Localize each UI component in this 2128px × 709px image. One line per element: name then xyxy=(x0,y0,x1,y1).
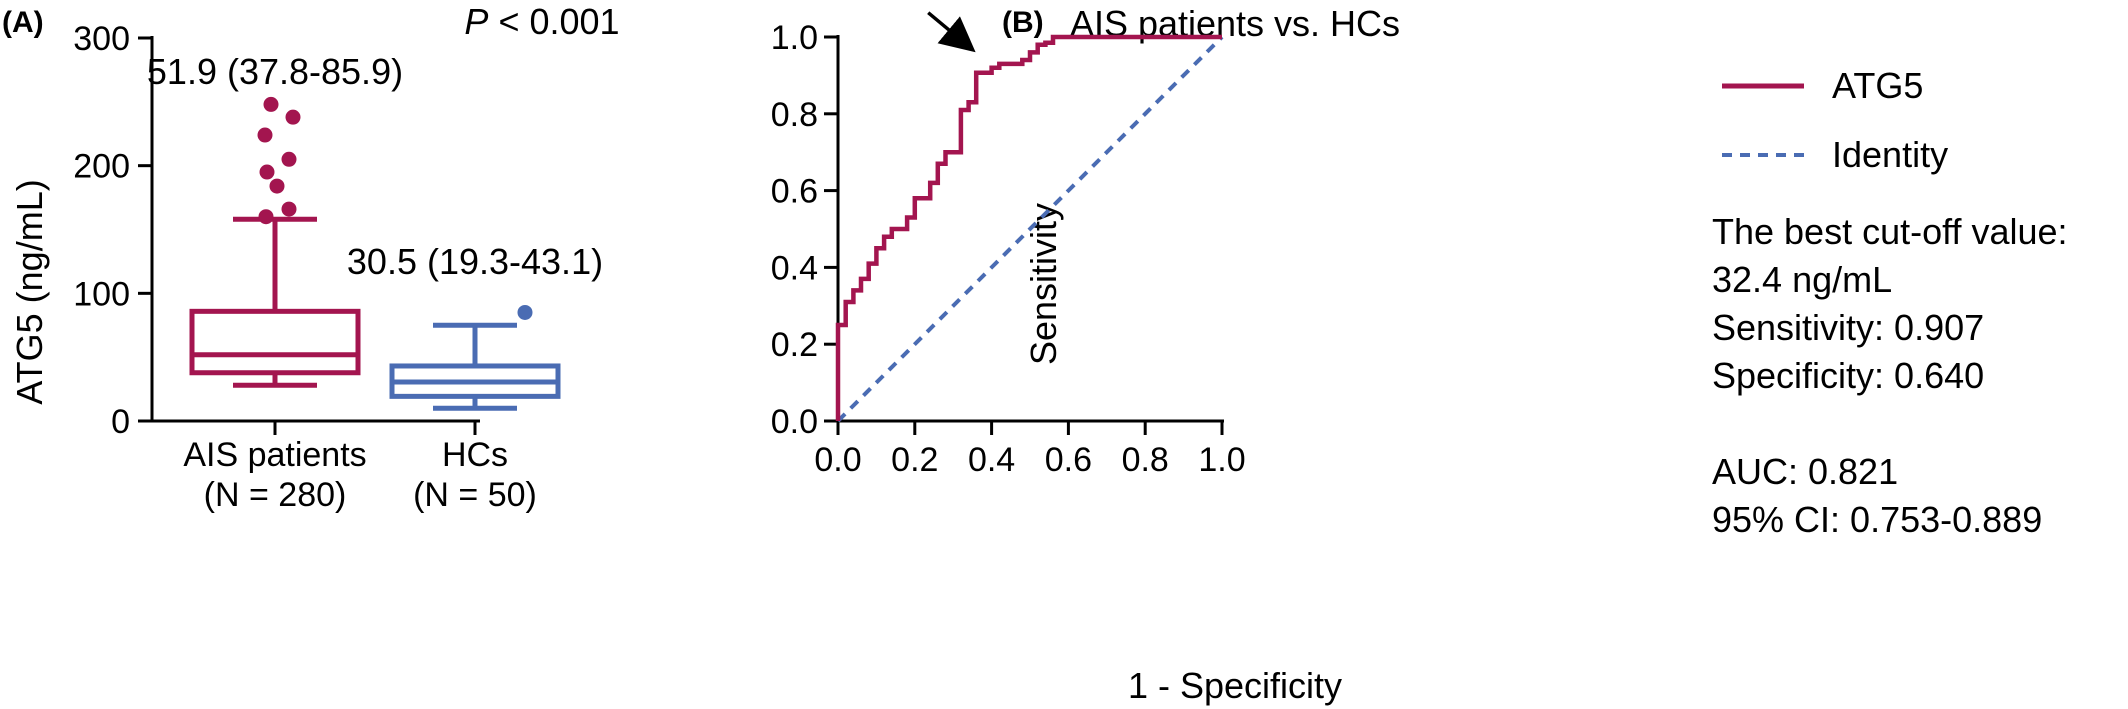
info-ci: 95% CI: 0.753-0.889 xyxy=(1712,499,2042,540)
outlier-point xyxy=(258,209,274,225)
panel-b-y-tick-label: 0.0 xyxy=(771,403,818,441)
info-cutoff-label: The best cut-off value: xyxy=(1712,211,2068,252)
legend-label-atg5: ATG5 xyxy=(1832,65,1923,106)
group-label: HCs xyxy=(442,436,508,474)
outlier-point xyxy=(257,127,273,143)
panel-b-y-tick-label: 0.2 xyxy=(771,326,818,364)
info-specificity: Specificity: 0.640 xyxy=(1712,355,1984,396)
panel-b-letter: (B) xyxy=(1002,6,1044,39)
panel-b-legend: ATG5 Identity xyxy=(1722,65,1948,175)
panel-b-info: The best cut-off value: 32.4 ng/mL Sensi… xyxy=(1712,211,2068,540)
panel-a-y-tick-label: 200 xyxy=(73,148,130,186)
panel-b-y-tick-label: 0.6 xyxy=(771,173,818,211)
outlier-point xyxy=(281,201,297,217)
cutoff-arrow xyxy=(927,11,976,53)
panel-a-boxes: 51.9 (37.8-85.9)AIS patients(N = 280)30.… xyxy=(147,51,603,514)
info-cutoff-value: 32.4 ng/mL xyxy=(1712,259,1892,300)
panel-b-x-axis-title: 1 - Specificity xyxy=(1128,665,1342,706)
box-annotation: 30.5 (19.3-43.1) xyxy=(347,241,603,282)
group-label: AIS patients xyxy=(183,436,366,474)
group-sample-size: (N = 50) xyxy=(413,476,537,514)
outlier-point xyxy=(285,109,301,125)
outlier-point xyxy=(263,96,279,112)
panel-b-x-tick-label: 0.4 xyxy=(968,441,1015,479)
info-sensitivity: Sensitivity: 0.907 xyxy=(1712,307,1984,348)
series-atg5-roc-line xyxy=(835,34,1222,421)
panel-b-x-tick-label: 1.0 xyxy=(1198,441,1245,479)
outlier-point xyxy=(269,178,285,194)
panel-b-x-tick-label: 0.0 xyxy=(814,441,861,479)
panel-b-roc-curve: (B) AIS patients vs. HCs Sensitivity 1 -… xyxy=(771,3,2068,706)
panel-a-y-tick-label: 100 xyxy=(73,275,130,313)
panel-a-box-plot: (A) P < 0.001 ATG5 (ng/mL) 0 100 200 300 51… xyxy=(2,1,620,514)
box-group-0: 51.9 (37.8-85.9) AIS patients(N = 280) xyxy=(147,51,403,514)
box-annotation: 51.9 (37.8-85.9) xyxy=(147,51,403,92)
legend-label-identity: Identity xyxy=(1832,134,1948,175)
panel-a-p-value: P < 0.001 xyxy=(464,1,619,42)
box-iqr xyxy=(189,308,361,376)
panel-a-y-tick-label: 300 xyxy=(73,20,130,58)
panel-b-series xyxy=(835,11,1224,423)
outlier-point xyxy=(259,164,275,180)
info-auc: AUC: 0.821 xyxy=(1712,451,1898,492)
panel-b-x-tick-label: 0.8 xyxy=(1122,441,1169,479)
panel-a-letter: (A) xyxy=(2,6,44,39)
group-sample-size: (N = 280) xyxy=(204,476,347,514)
panel-b-y-tick-label: 0.8 xyxy=(771,96,818,134)
panel-b-axes: 0.0 0.2 0.4 0.6 0.8 1.0 0.0 0.2 0.4 0.6 0.8 1.0 xyxy=(771,19,1246,479)
panel-a-y-axis-title: ATG5 (ng/mL) xyxy=(9,179,50,404)
outlier-point xyxy=(517,304,533,320)
panel-b-x-tick-label: 0.2 xyxy=(891,441,938,479)
outlier-point xyxy=(281,151,297,167)
box-group-1: 30.5 (19.3-43.1) HCs(N = 50) xyxy=(347,241,603,514)
panel-b-x-tick-label: 0.6 xyxy=(1045,441,1092,479)
panel-b-y-tick-label: 0.4 xyxy=(771,249,818,287)
series-identity-line xyxy=(836,35,1224,423)
panel-a-axes: 0 100 200 300 xyxy=(73,20,480,441)
panel-a-y-tick-label: 0 xyxy=(111,403,130,441)
panel-b-y-tick-label: 1.0 xyxy=(771,19,818,57)
